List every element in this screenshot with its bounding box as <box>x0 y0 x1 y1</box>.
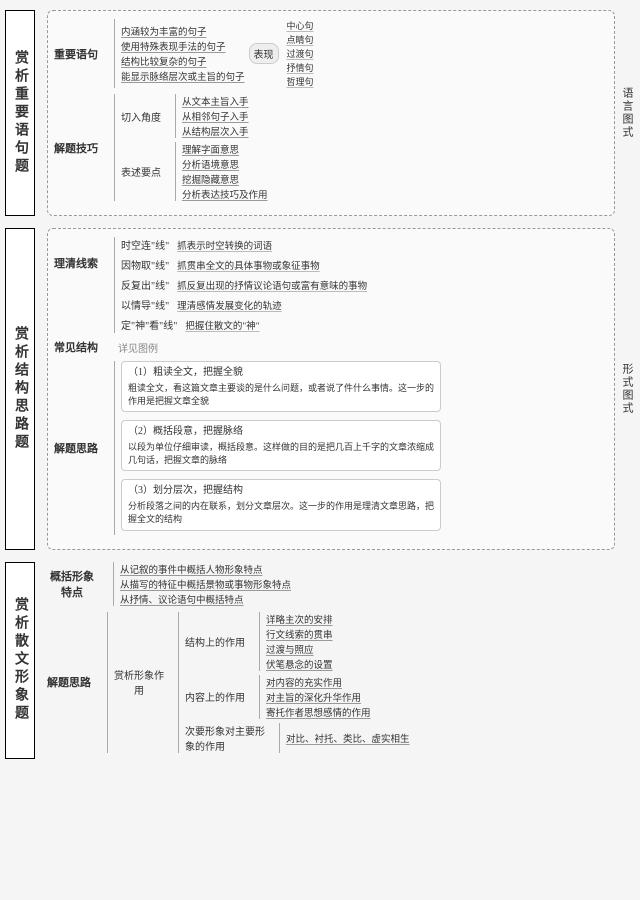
leaf: 从文本主旨入手 <box>182 94 249 108</box>
leaf: 结构比较复杂的句子 <box>121 54 245 68</box>
root-2: 赏析结构思路题 <box>5 228 35 550</box>
right-label-2: 形式图式 <box>619 363 635 415</box>
lvl3-points: 表述要点 <box>121 164 161 179</box>
leaf: 从结构层次入手 <box>182 124 249 138</box>
lvl3-content-role: 内容上的作用 <box>185 689 245 704</box>
block-solution-steps: 解题思路 （1）粗读全文，把握全貌 粗读全文，看这篇文章主要谈的是什么问题，或者… <box>54 361 608 535</box>
mindmap-diagram: 赏析重要语句题 重要语句 内涵较为丰富的句子 使用特殊表现手法的句子 结构比较复… <box>5 10 635 759</box>
leaf: 从抒情、议论语句中概括特点 <box>120 592 291 606</box>
leaf: 分析语境意思 <box>182 157 268 171</box>
leaf: 分析表达技巧及作用 <box>182 187 268 201</box>
leaf: 挖掘隐藏意思 <box>182 172 268 186</box>
clue-key: 反复出"线" <box>121 277 169 292</box>
section-structure-analysis: 赏析结构思路题 理清线索 时空连"线" 抓表示时空转换的词语 因物取"线" 抓贯串全… <box>5 228 635 550</box>
leaf: 伏笔悬念的设置 <box>266 657 333 671</box>
clue-key: 定"神"看"线" <box>121 317 177 332</box>
step-title: （2）概括段意，把握脉络 <box>128 425 434 439</box>
clue-val: 把握住散文的"神" <box>185 318 259 332</box>
clue-key: 时空连"线" <box>121 237 169 252</box>
lvl2-clues: 理清线索 <box>54 255 98 271</box>
lvl2-technique: 解题技巧 <box>54 140 98 156</box>
block-clues: 理清线索 时空连"线" 抓表示时空转换的词语 因物取"线" 抓贯串全文的具体事物或象… <box>54 237 608 333</box>
mini-leaf: 过渡句 <box>287 47 314 60</box>
leaf: 能显示脉络层次或主旨的句子 <box>121 69 245 83</box>
step-box: （2）概括段意，把握脉络 以段为单位仔细审读，概括段意。这样做的目的是把几百上千… <box>121 420 441 471</box>
step-desc: 以段为单位仔细审读，概括段意。这样做的目的是把几百上千字的文章浓缩成几句话，把握… <box>128 441 434 466</box>
bubble-expression: 表现 <box>249 43 279 64</box>
clue-val: 抓贯串全文的具体事物或象征事物 <box>177 258 320 272</box>
leaf: 对主旨的深化升华作用 <box>266 690 371 704</box>
leaf: 从记叙的事件中概括人物形象特点 <box>120 562 291 576</box>
leaf: 对比、衬托、类比、虚实相生 <box>286 731 410 745</box>
section-sentence-analysis: 赏析重要语句题 重要语句 内涵较为丰富的句子 使用特殊表现手法的句子 结构比较复… <box>5 10 635 216</box>
leaf: 行文线索的贯串 <box>266 627 333 641</box>
block-common-structure: 常见结构 详见图例 <box>54 339 608 355</box>
block-summarize-image: 概括形象特点 从记叙的事件中概括人物形象特点 从描写的特征中概括景物或事物形象特… <box>47 562 635 606</box>
mini-leaf: 中心句 <box>287 19 314 32</box>
right-label-1: 语言图式 <box>619 87 635 139</box>
mini-leaf: 抒情句 <box>287 61 314 74</box>
note-see-figure: 详见图例 <box>118 340 158 355</box>
step-box: （1）粗读全文，把握全貌 粗读全文，看这篇文章主要谈的是什么问题，或者说了件什么… <box>121 361 441 412</box>
mini-leaf: 点睛句 <box>287 33 314 46</box>
lvl3-analyze-role: 赏析形象作用 <box>114 667 164 697</box>
lvl2-common: 常见结构 <box>54 339 98 355</box>
leaf: 内涵较为丰富的句子 <box>121 24 245 38</box>
block-solution-image: 解题思路 赏析形象作用 结构上的作用 详略主次的安排 行文线索的贯串 过渡与照应… <box>47 612 635 753</box>
panel-1: 重要语句 内涵较为丰富的句子 使用特殊表现手法的句子 结构比较复杂的句子 能显示… <box>47 10 615 216</box>
block-technique: 解题技巧 切入角度 从文本主旨入手 从相邻句子入手 从结构层次入手 <box>54 94 608 201</box>
lvl2-solution-image: 解题思路 <box>47 674 91 690</box>
lvl2-summarize: 概括形象特点 <box>47 568 97 600</box>
step-desc: 分析段落之间的内在联系，划分文章层次。这一步的作用是理清文章思路，把握全文的结构 <box>128 500 434 525</box>
clue-key: 以情导"线" <box>121 297 169 312</box>
block-important-sentence: 重要语句 内涵较为丰富的句子 使用特殊表现手法的句子 结构比较复杂的句子 能显示… <box>54 19 608 88</box>
root-3: 赏析散文形象题 <box>5 562 35 759</box>
clue-val: 抓表示时空转换的词语 <box>177 238 272 252</box>
step-title: （3）划分层次，把握结构 <box>128 484 434 498</box>
leaf: 从相邻句子入手 <box>182 109 249 123</box>
lvl2-important-sentence: 重要语句 <box>54 46 98 62</box>
clue-val: 抓反复出现的抒情议论语句或富有意味的事物 <box>177 278 367 292</box>
root-1: 赏析重要语句题 <box>5 10 35 216</box>
leaf: 详略主次的安排 <box>266 612 333 626</box>
mini-leaf: 哲理句 <box>287 75 314 88</box>
lvl3-structural-role: 结构上的作用 <box>185 634 245 649</box>
lvl3-secondary-role: 次要形象对主要形象的作用 <box>185 723 265 753</box>
clue-key: 因物取"线" <box>121 257 169 272</box>
step-title: （1）粗读全文，把握全貌 <box>128 366 434 380</box>
lvl2-solution: 解题思路 <box>54 440 98 456</box>
step-desc: 粗读全文，看这篇文章主要谈的是什么问题，或者说了件什么事情。这一步的作用是把握文… <box>128 382 434 407</box>
step-box: （3）划分层次，把握结构 分析段落之间的内在联系，划分文章层次。这一步的作用是理… <box>121 479 441 530</box>
section-image-analysis: 赏析散文形象题 概括形象特点 从记叙的事件中概括人物形象特点 从描写的特征中概括… <box>5 562 635 759</box>
leaf: 对内容的充实作用 <box>266 675 371 689</box>
leaf: 从描写的特征中概括景物或事物形象特点 <box>120 577 291 591</box>
panel-2: 理清线索 时空连"线" 抓表示时空转换的词语 因物取"线" 抓贯串全文的具体事物或象… <box>47 228 615 550</box>
leaf: 过渡与照应 <box>266 642 333 656</box>
clue-val: 理清感情发展变化的轨迹 <box>177 298 282 312</box>
leaf: 寄托作者思想感情的作用 <box>266 705 371 719</box>
leaf: 理解字面意思 <box>182 142 268 156</box>
leaf: 使用特殊表现手法的句子 <box>121 39 245 53</box>
lvl3-angle: 切入角度 <box>121 109 161 124</box>
